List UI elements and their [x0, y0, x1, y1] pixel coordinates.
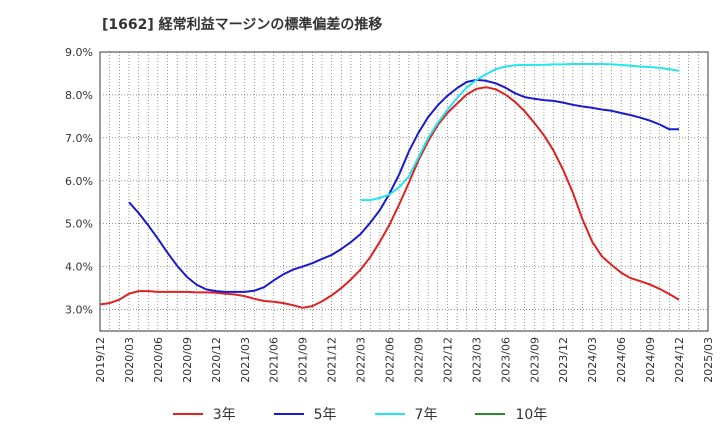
y-tick-label: 4.0%	[65, 261, 93, 274]
x-tick-label: 2023/06	[499, 337, 512, 383]
x-tick-label: 2023/09	[528, 337, 541, 383]
x-tick-label: 2019/12	[94, 337, 107, 383]
y-tick-label: 5.0%	[65, 218, 93, 231]
x-tick-label: 2023/12	[557, 337, 570, 383]
legend-item: 10年	[475, 404, 547, 424]
x-tick-label: 2022/09	[412, 337, 425, 383]
legend-swatch	[172, 413, 203, 415]
chart-title: [1662] 経常利益マージンの標準偏差の推移	[102, 17, 383, 33]
y-tick-label: 7.0%	[65, 132, 93, 145]
x-tick-label: 2023/03	[470, 337, 483, 383]
y-tick-label: 9.0%	[65, 46, 93, 59]
legend-label: 5年	[313, 407, 337, 423]
legend-label: 3年	[212, 407, 236, 423]
x-tick-label: 2024/09	[644, 337, 657, 383]
x-tick-label: 2020/06	[152, 337, 165, 383]
legend-item: 5年	[273, 404, 337, 424]
legend-item: 7年	[374, 404, 438, 424]
x-tick-label: 2024/03	[586, 337, 599, 383]
series	[99, 63, 680, 309]
legend: 3年 5年 7年 10年	[0, 404, 720, 424]
x-tick-label: 2020/03	[123, 337, 136, 383]
x-tick-label: 2022/03	[355, 337, 368, 383]
legend-item: 3年	[172, 404, 236, 424]
x-tick-label: 2021/09	[297, 337, 310, 383]
x-tick-label: 2021/12	[326, 337, 339, 383]
legend-label: 10年	[515, 407, 548, 423]
series-line	[128, 78, 679, 293]
legend-swatch	[374, 413, 405, 415]
x-tick-label: 2024/06	[615, 337, 628, 383]
x-tick-label: 2020/09	[181, 337, 194, 383]
legend-label: 7年	[414, 407, 438, 423]
x-tick-label: 2021/03	[239, 337, 252, 383]
x-tick-label: 2020/12	[210, 337, 223, 383]
y-tick-label: 3.0%	[65, 304, 93, 317]
y-tick-label: 8.0%	[65, 89, 93, 102]
series-line	[99, 86, 680, 309]
y-tick-label: 6.0%	[65, 175, 93, 188]
legend-swatch	[475, 413, 506, 415]
x-tick-label: 2022/12	[441, 337, 454, 383]
series-line	[360, 63, 680, 202]
x-tick-label: 2025/03	[702, 337, 715, 383]
x-tick-label: 2024/12	[673, 337, 686, 383]
x-tick-label: 2022/06	[384, 337, 397, 383]
axes: 3.0% 4.0% 5.0% 6.0% 7.0% 8.0% 9.0% 2019/12 2020/…	[65, 46, 715, 383]
x-tick-label: 2021/06	[268, 337, 281, 383]
legend-swatch	[273, 413, 304, 415]
